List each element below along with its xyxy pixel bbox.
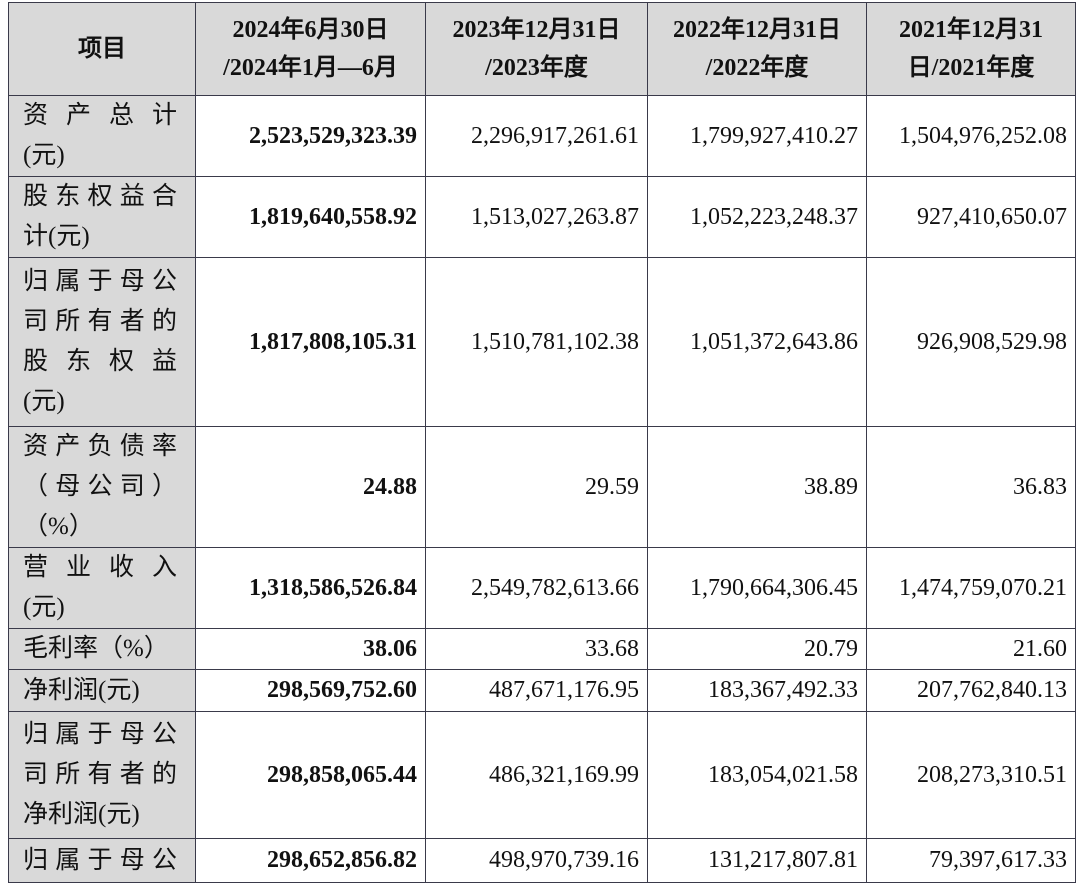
header-cell: 2022年12月31日/2022年度 (647, 2, 867, 96)
header-text: 日/2021年度 (907, 55, 1035, 81)
value-cell: 498,970,739.16 (425, 838, 648, 883)
data-row: 资产负债率 （母公司） （%） 24.88 29.59 38.89 36.83 (8, 426, 1076, 548)
label-line: （母公司） (23, 473, 177, 500)
row-label: 资产总计 (元) (8, 95, 196, 177)
value-cell: 1,817,808,105.31 (195, 257, 426, 427)
value-cell: 131,217,807.81 (647, 838, 867, 883)
header-cell: 2023年12月31日/2023年度 (425, 2, 648, 96)
header-cell: 2021年12月31 日/2021年度 (866, 2, 1076, 96)
label-line: 司所有者的 (23, 761, 177, 788)
value-cell: 208,273,310.51 (866, 711, 1076, 839)
value-cell: 21.60 (866, 628, 1076, 670)
label-line: 毛利率（%） (23, 635, 169, 662)
row-label: 资产负债率 （母公司） （%） (8, 426, 196, 548)
value-cell: 1,819,640,558.92 (195, 176, 426, 258)
header-text: 2021年12月31 (899, 17, 1043, 43)
label-line: 股东权益 (23, 348, 177, 375)
label-line: 资产总计 (23, 102, 177, 129)
label-line: 归属于母公 (23, 846, 177, 874)
value-cell: 1,790,664,306.45 (647, 547, 867, 629)
value-cell: 183,367,492.33 (647, 669, 867, 712)
value-cell: 33.68 (425, 628, 648, 670)
label-line: 资产负债率 (23, 433, 177, 460)
financial-table: 项目 2024年6月30日/2024年1月—6月 2023年12月31日/2023年… (8, 2, 1076, 883)
row-label: 净利润(元) (8, 669, 196, 712)
value-cell: 1,474,759,070.21 (866, 547, 1076, 629)
label-line: (元) (23, 388, 65, 415)
value-cell: 298,569,752.60 (195, 669, 426, 712)
header-text: /2024年1月—6月 (223, 55, 398, 81)
value-cell: 1,052,223,248.37 (647, 176, 867, 258)
data-row: 营业收入 (元) 1,318,586,526.84 2,549,782,613.66 1… (8, 547, 1076, 629)
row-label: 毛利率（%） (8, 628, 196, 670)
label-line: 归属于母公 (23, 721, 177, 748)
data-row: 资产总计 (元) 2,523,529,323.39 2,296,917,261.61 1… (8, 95, 1076, 177)
value-cell: 2,523,529,323.39 (195, 95, 426, 177)
value-cell: 1,318,586,526.84 (195, 547, 426, 629)
data-row: 归属于母公 司所有者的 净利润(元) 298,858,065.44 486,321,16… (8, 711, 1076, 839)
value-cell: 38.06 (195, 628, 426, 670)
value-cell: 926,908,529.98 (866, 257, 1076, 427)
page: 项目 2024年6月30日/2024年1月—6月 2023年12月31日/2023年… (8, 2, 1076, 883)
value-cell: 486,321,169.99 (425, 711, 648, 839)
label-line: 净利润(元) (23, 676, 140, 704)
value-cell: 298,652,856.82 (195, 838, 426, 883)
value-cell: 29.59 (425, 426, 648, 548)
value-cell: 2,549,782,613.66 (425, 547, 648, 629)
header-text: 2023年12月31日 (452, 17, 621, 43)
value-cell: 1,510,781,102.38 (425, 257, 648, 427)
header-text: 2024年6月30日 (232, 17, 389, 43)
data-row: 归属于母公司所有者的股东权益 (元) 1,817,808,105.31 1,510,7… (8, 257, 1076, 427)
value-cell: 927,410,650.07 (866, 176, 1076, 258)
label-line: 净利润(元) (23, 801, 140, 828)
label-line: 归属于母公 (23, 268, 177, 295)
header-text: 项目 (78, 36, 126, 62)
data-row: 股东权益合 计(元) 1,819,640,558.92 1,513,027,263.8… (8, 176, 1076, 258)
row-label: 营业收入 (元) (8, 547, 196, 629)
header-text: /2023年度 (485, 55, 588, 81)
label-line: (元) (23, 594, 65, 621)
label-line: （%） (23, 513, 94, 540)
value-cell: 1,051,372,643.86 (647, 257, 867, 427)
data-row: 毛利率（%） 38.06 33.68 20.79 21.60 (8, 628, 1076, 670)
data-row: 净利润(元) 298,569,752.60 487,671,176.95 183,36… (8, 669, 1076, 712)
header-text: 2022年12月31日 (673, 17, 841, 43)
header-text: /2022年度 (705, 55, 809, 81)
row-label: 归属于母公司所有者的股东权益 (元) (8, 257, 196, 427)
row-label: 股东权益合计(元) (8, 176, 196, 258)
header-row: 项目 2024年6月30日/2024年1月—6月 2023年12月31日/2023年… (8, 2, 1076, 96)
header-cell: 2024年6月30日/2024年1月—6月 (195, 2, 426, 96)
value-cell: 1,513,027,263.87 (425, 176, 648, 258)
value-cell: 298,858,065.44 (195, 711, 426, 839)
value-cell: 487,671,176.95 (425, 669, 648, 712)
label-line: 营业收入 (23, 554, 177, 581)
value-cell: 36.83 (866, 426, 1076, 548)
value-cell: 38.89 (647, 426, 867, 548)
value-cell: 183,054,021.58 (647, 711, 867, 839)
label-line: (元) (23, 142, 65, 169)
row-label: 归属于母公司所有者的净利润(元) (8, 711, 196, 839)
label-line: 股东权益合 (23, 183, 177, 210)
data-row: 归属于母公 298,652,856.82 498,970,739.16 131,217… (8, 838, 1076, 883)
row-label: 归属于母公 (8, 838, 196, 883)
label-line: 司所有者的 (23, 308, 177, 335)
value-cell: 1,799,927,410.27 (647, 95, 867, 177)
label-line: 计(元) (23, 223, 90, 250)
value-cell: 2,296,917,261.61 (425, 95, 648, 177)
value-cell: 24.88 (195, 426, 426, 548)
value-cell: 1,504,976,252.08 (866, 95, 1076, 177)
value-cell: 79,397,617.33 (866, 838, 1076, 883)
value-cell: 207,762,840.13 (866, 669, 1076, 712)
header-cell: 项目 (8, 2, 196, 96)
value-cell: 20.79 (647, 628, 867, 670)
